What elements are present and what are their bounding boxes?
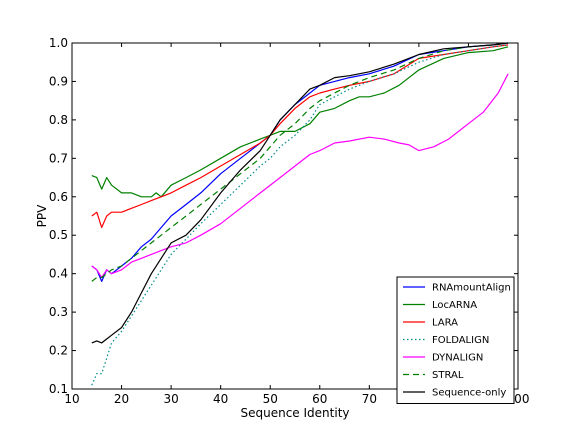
legend-label-foldalign: FOLDALIGN	[432, 335, 489, 346]
y-tick-label: 0.5	[49, 228, 68, 242]
legend-label-stral: STRAL	[432, 370, 464, 381]
y-tick-label: 0.4	[49, 267, 68, 281]
series-line-dynalign	[91, 73, 509, 279]
x-tick-label: 10	[64, 392, 79, 406]
x-tick-label: 50	[263, 392, 278, 406]
legend-label-lara: LARA	[432, 318, 458, 329]
y-tick-label: 0.6	[49, 190, 68, 204]
legend-label-rnamountalign: RNAmountAlign	[432, 283, 511, 294]
series-line-rnamountalign	[91, 42, 509, 282]
series-line-sequence-only	[91, 42, 509, 344]
legend: RNAmountAlign LocARNA LARA FOLDALIGN DYNALIG…	[396, 276, 515, 404]
series-line-locarna	[91, 46, 509, 198]
series-line-stral	[91, 42, 509, 282]
x-tick-label: 20	[114, 392, 129, 406]
y-tick-label: 0.2	[49, 344, 68, 358]
legend-label-locarna: LocARNA	[432, 300, 477, 311]
legend-label-dynalign: DYNALIGN	[432, 353, 483, 364]
series-line-lara	[91, 44, 509, 229]
y-tick-label: 0.8	[49, 113, 68, 127]
legend-frame	[396, 276, 515, 404]
y-axis-label: PPV	[35, 204, 49, 227]
legend-label-sequence-only: Sequence-only	[432, 388, 506, 399]
series-line-foldalign	[91, 44, 509, 386]
y-tick-label: 1.0	[49, 36, 68, 50]
x-tick-label: 60	[312, 392, 327, 406]
y-tick-label: 0.7	[49, 151, 68, 165]
y-tick-label: 0.9	[49, 74, 68, 88]
x-tick-label: 70	[362, 392, 377, 406]
plot-frame	[71, 42, 519, 390]
series-layer	[91, 42, 509, 386]
x-axis-label: Sequence Identity	[241, 406, 350, 420]
x-tick-label: 40	[213, 392, 228, 406]
y-tick-label: 0.3	[49, 305, 68, 319]
y-tick-label: 0.1	[49, 382, 68, 396]
x-tick-label: 30	[163, 392, 178, 406]
